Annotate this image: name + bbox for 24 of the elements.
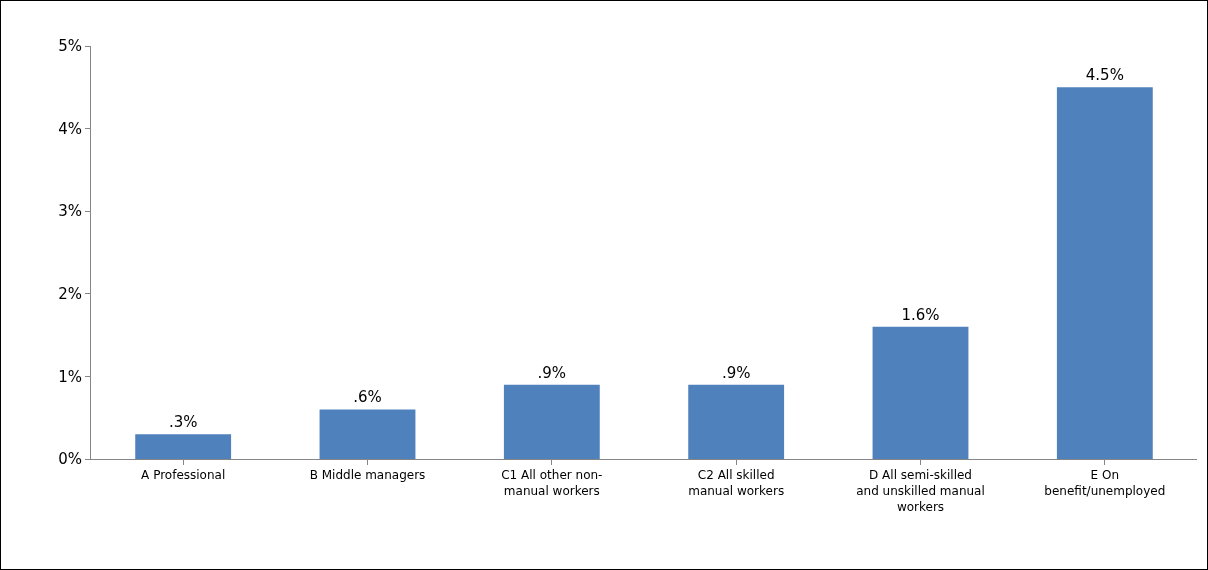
data-label: 1.6% xyxy=(901,305,940,324)
data-label: .3% xyxy=(168,413,198,432)
x-tick-label: B Middle managers xyxy=(309,468,426,483)
bar xyxy=(135,434,232,459)
y-tick-label: 5% xyxy=(58,37,82,56)
x-tick-label: E On benefit/unemployed xyxy=(1044,468,1166,498)
bar xyxy=(503,384,600,459)
data-label: .9% xyxy=(721,363,751,382)
bar xyxy=(688,384,785,459)
bar xyxy=(872,326,969,459)
y-tick-label: 2% xyxy=(58,285,82,304)
bar xyxy=(319,409,416,459)
data-label: .6% xyxy=(353,388,382,407)
x-tick-label: D All semi-skilled and unskilled manual workers xyxy=(856,468,985,514)
y-tick-label: 4% xyxy=(58,119,82,138)
x-tick-label: C1 All other non-manual workers xyxy=(501,468,603,498)
bar xyxy=(1056,87,1153,459)
y-tick-label: 3% xyxy=(58,202,82,221)
x-tick-label: A Professional xyxy=(141,468,226,483)
y-tick-label: 1% xyxy=(58,367,82,386)
x-tick-label: C2 All skilled manual workers xyxy=(688,468,785,498)
data-label: 4.5% xyxy=(1085,66,1124,85)
y-tick-label: 0% xyxy=(58,450,82,469)
data-label: .9% xyxy=(537,363,567,382)
